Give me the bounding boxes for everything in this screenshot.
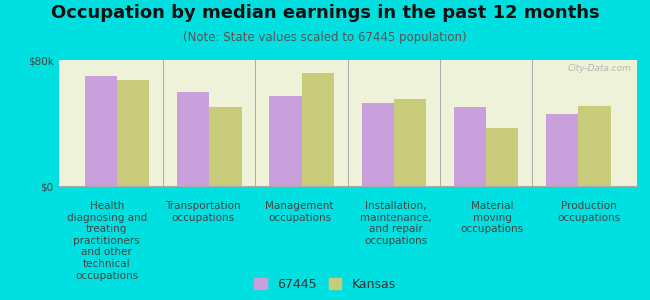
Bar	[117, 80, 150, 186]
Legend: 67445, Kansas: 67445, Kansas	[254, 278, 396, 291]
Text: Installation,
maintenance,
and repair
occupations: Installation, maintenance, and repair oc…	[360, 201, 432, 246]
Bar	[454, 107, 486, 186]
Bar	[177, 92, 209, 186]
Bar	[361, 103, 394, 186]
Text: Material
moving
occupations: Material moving occupations	[461, 201, 524, 234]
Bar	[486, 128, 519, 186]
Text: Health
diagnosing and
treating
practitioners
and other
technical
occupations: Health diagnosing and treating practitio…	[66, 201, 147, 280]
Bar	[546, 113, 578, 186]
Bar	[84, 76, 117, 186]
Bar	[209, 107, 242, 186]
Bar	[302, 73, 334, 186]
Text: (Note: State values scaled to 67445 population): (Note: State values scaled to 67445 popu…	[183, 32, 467, 44]
Text: Management
occupations: Management occupations	[265, 201, 334, 223]
Bar	[394, 99, 426, 186]
Text: Transportation
occupations: Transportation occupations	[165, 201, 241, 223]
Text: Production
occupations: Production occupations	[557, 201, 620, 223]
Bar	[269, 96, 302, 186]
Text: City-Data.com: City-Data.com	[567, 64, 631, 73]
Text: Occupation by median earnings in the past 12 months: Occupation by median earnings in the pas…	[51, 4, 599, 22]
Bar	[578, 106, 611, 186]
